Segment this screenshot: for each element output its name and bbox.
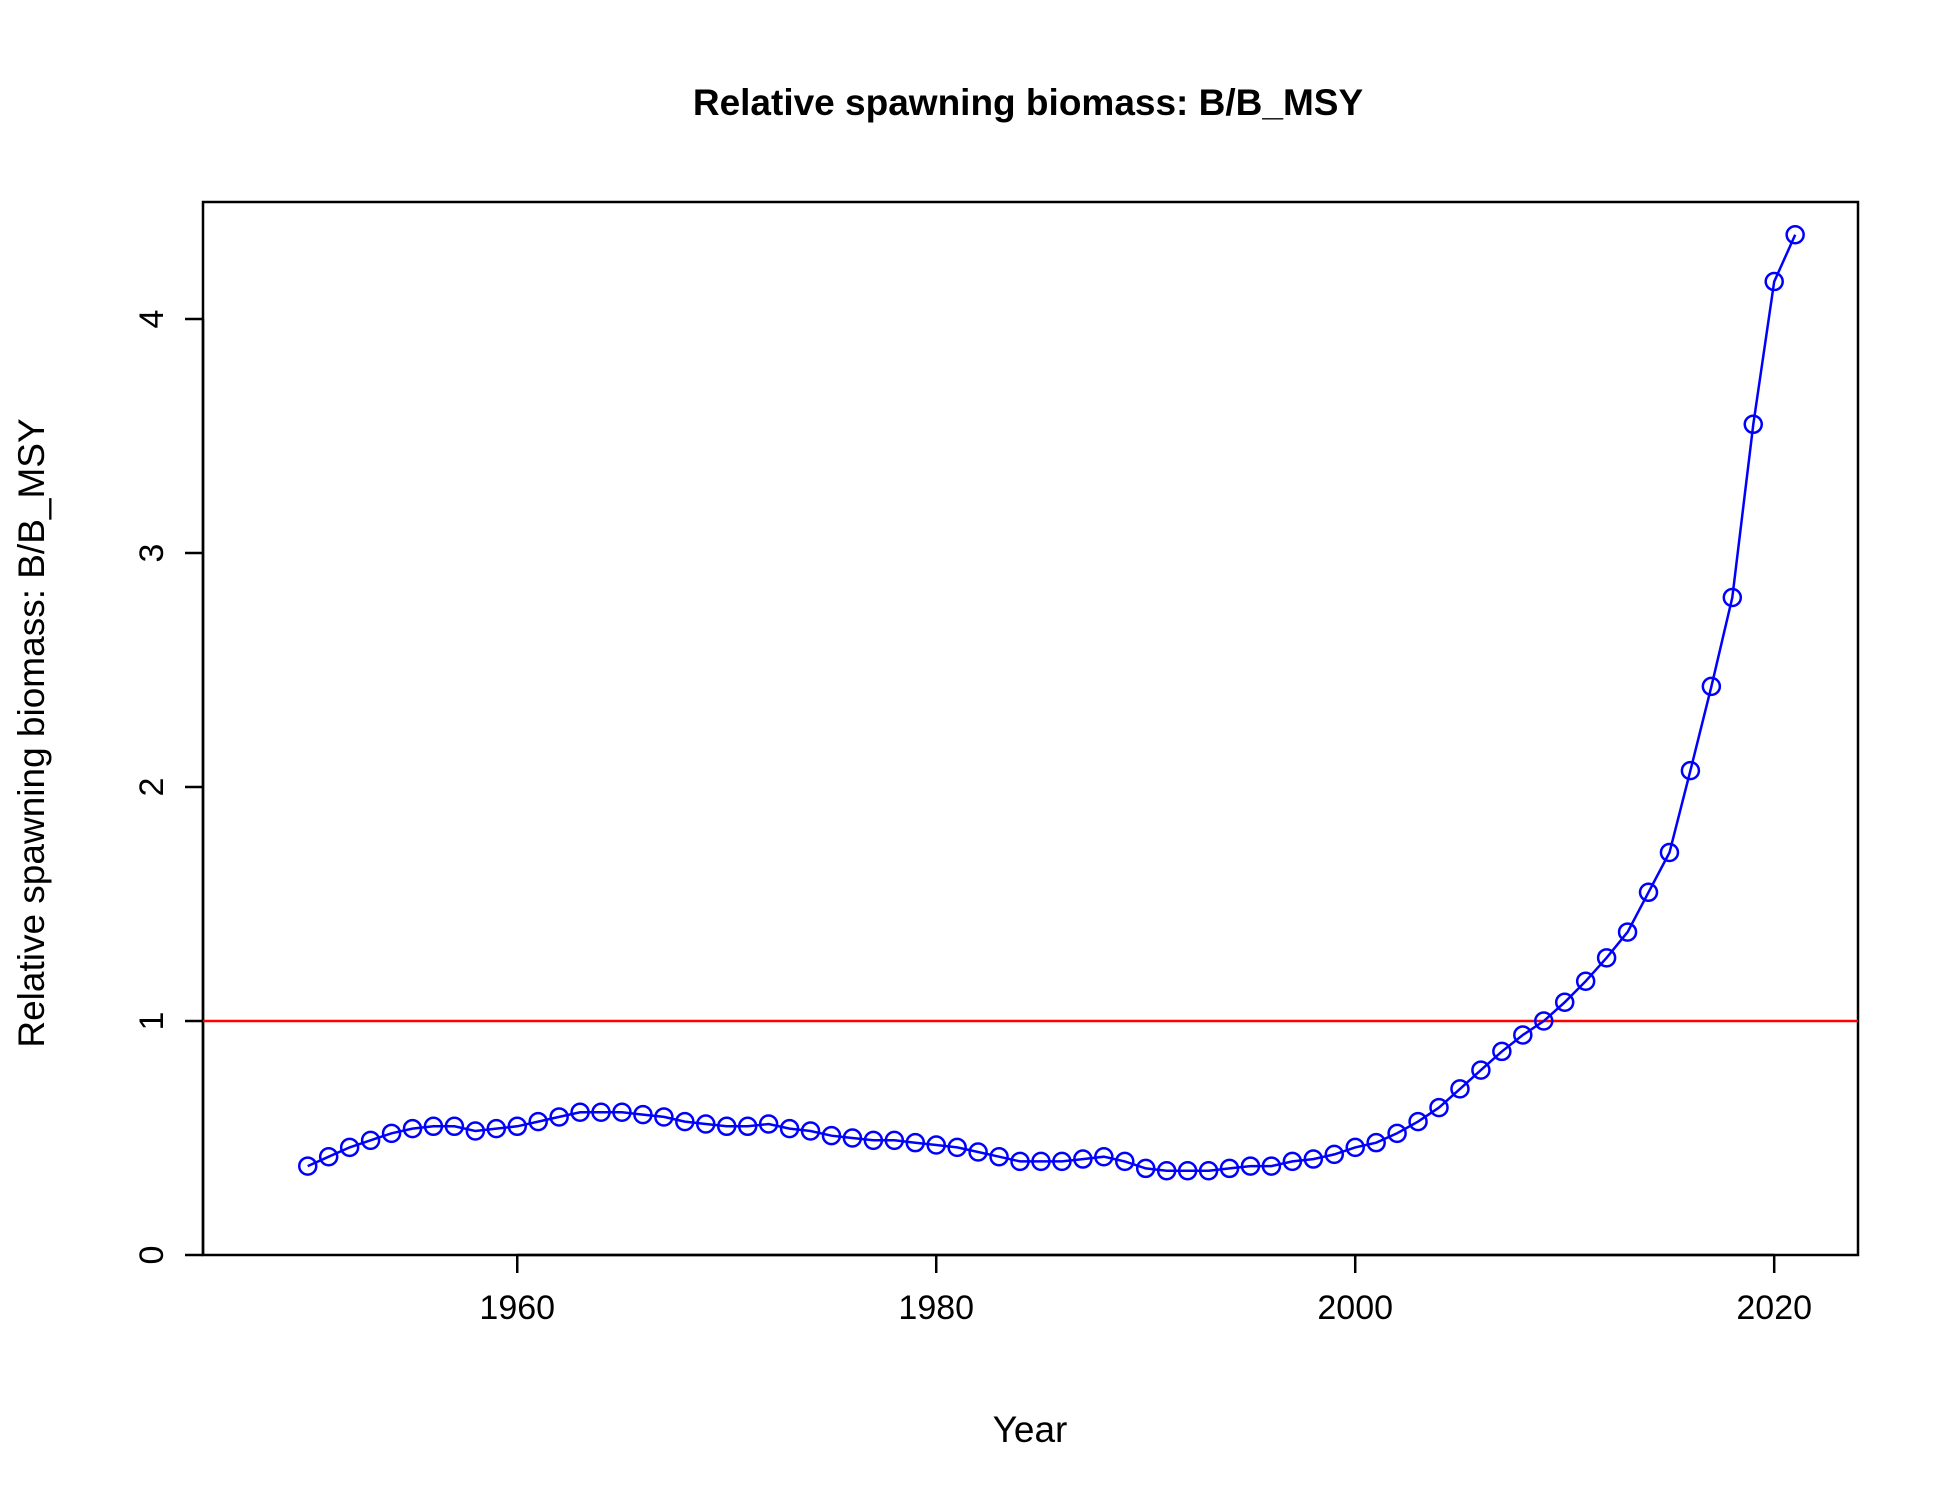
chart-title: Relative spawning biomass: B/B_MSY xyxy=(693,82,1364,123)
data-point xyxy=(1785,225,1805,245)
data-point xyxy=(1450,1079,1470,1099)
data-point xyxy=(1135,1158,1156,1179)
data-point xyxy=(423,1116,444,1137)
data-point xyxy=(486,1118,507,1139)
data-point xyxy=(1471,1060,1491,1080)
data-point xyxy=(1387,1123,1407,1144)
series-line xyxy=(307,234,1797,1173)
data-point xyxy=(339,1137,360,1158)
data-point xyxy=(926,1135,946,1155)
y-tick-label: 4 xyxy=(133,310,171,329)
x-tick-label: 2000 xyxy=(1317,1289,1393,1327)
data-point xyxy=(654,1107,674,1127)
data-point xyxy=(570,1102,590,1123)
data-point xyxy=(549,1107,569,1127)
plot-area: 1960 1980 2000 2020 0 1 2 3 4 xyxy=(133,200,1860,1327)
data-point xyxy=(1094,1146,1114,1167)
data-point xyxy=(1554,992,1575,1013)
data-point xyxy=(989,1146,1009,1167)
data-point xyxy=(507,1116,527,1137)
data-point xyxy=(444,1116,465,1137)
data-point xyxy=(612,1102,632,1123)
data-point xyxy=(1596,948,1617,968)
y-tick-label: 2 xyxy=(133,778,171,797)
data-point xyxy=(402,1118,423,1139)
y-tick-label: 3 xyxy=(133,544,171,563)
y-tick-label: 1 xyxy=(133,1012,171,1031)
data-point xyxy=(1680,760,1701,781)
data-point xyxy=(1156,1161,1177,1181)
data-point xyxy=(1261,1156,1282,1176)
data-point xyxy=(1575,971,1596,991)
data-point xyxy=(1408,1111,1428,1132)
data-point xyxy=(1366,1132,1386,1153)
data-point xyxy=(528,1111,548,1132)
data-point xyxy=(947,1137,967,1158)
data-point xyxy=(758,1114,779,1134)
data-point xyxy=(842,1128,863,1148)
data-point xyxy=(1345,1137,1365,1158)
data-point xyxy=(1177,1161,1198,1181)
data-point xyxy=(1722,587,1743,608)
data-point xyxy=(1429,1097,1449,1118)
data-point xyxy=(1010,1151,1030,1172)
data-point xyxy=(1219,1158,1240,1179)
data-point xyxy=(1198,1161,1219,1181)
data-point xyxy=(779,1118,800,1139)
data-point xyxy=(1492,1041,1512,1062)
data-point xyxy=(800,1121,821,1141)
data-point xyxy=(863,1130,884,1151)
data-point xyxy=(1659,842,1680,863)
data-point xyxy=(737,1116,758,1137)
data-point xyxy=(591,1102,611,1123)
data-point xyxy=(318,1146,339,1167)
data-point xyxy=(1743,414,1764,435)
data-point xyxy=(905,1132,926,1153)
data-point xyxy=(1031,1151,1051,1172)
data-point xyxy=(1324,1144,1345,1165)
data-point xyxy=(968,1142,988,1162)
data-point xyxy=(821,1125,842,1146)
data-point xyxy=(1638,882,1659,903)
data-point xyxy=(360,1130,381,1151)
data-point xyxy=(1240,1156,1261,1176)
x-axis-label: Year xyxy=(993,1409,1068,1450)
data-point xyxy=(1115,1151,1135,1172)
data-point xyxy=(716,1116,737,1137)
data-point xyxy=(675,1111,695,1132)
data-point xyxy=(1303,1149,1324,1169)
data-point xyxy=(1534,1011,1554,1031)
data-point xyxy=(297,1156,318,1176)
data-point xyxy=(1052,1151,1072,1172)
x-tick-label: 1980 xyxy=(898,1289,974,1327)
x-tick-label: 1960 xyxy=(479,1289,555,1327)
y-axis-label: Relative spawning biomass: B/B_MSY xyxy=(11,418,52,1047)
data-point xyxy=(884,1130,905,1151)
data-point xyxy=(465,1121,486,1141)
data-point xyxy=(1701,676,1722,697)
data-point xyxy=(1617,922,1638,942)
data-point xyxy=(1282,1151,1303,1172)
data-point xyxy=(1764,271,1784,292)
y-tick-label: 0 xyxy=(133,1246,171,1265)
x-tick-label: 2020 xyxy=(1736,1289,1812,1327)
data-point xyxy=(1073,1149,1093,1169)
data-point xyxy=(633,1104,653,1125)
data-point xyxy=(1513,1025,1533,1045)
plot-frame xyxy=(201,200,1860,1257)
data-point xyxy=(381,1123,402,1144)
data-point xyxy=(696,1114,716,1134)
